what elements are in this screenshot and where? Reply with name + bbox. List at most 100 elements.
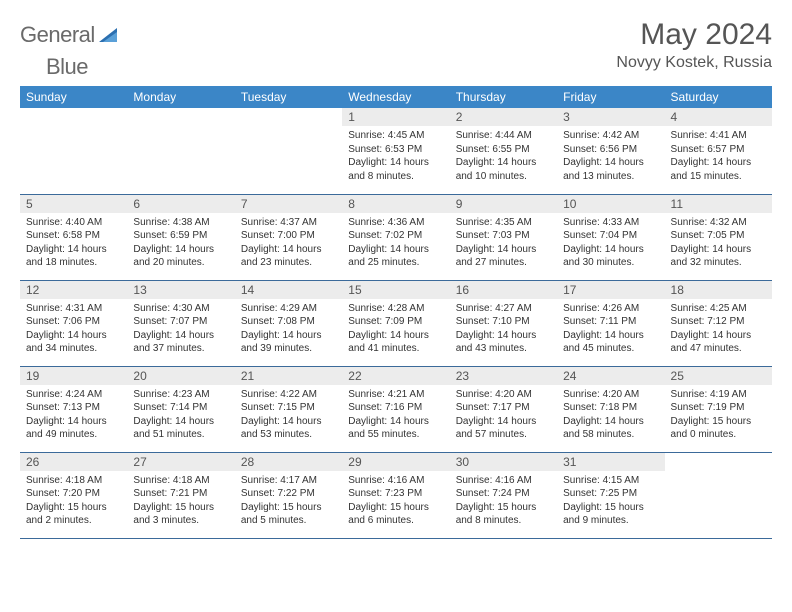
day-content: Sunrise: 4:15 AMSunset: 7:25 PMDaylight:… <box>557 471 664 532</box>
day-content: Sunrise: 4:33 AMSunset: 7:04 PMDaylight:… <box>557 213 664 274</box>
day-content: Sunrise: 4:36 AMSunset: 7:02 PMDaylight:… <box>342 213 449 274</box>
calendar-day-cell: 2Sunrise: 4:44 AMSunset: 6:55 PMDaylight… <box>450 108 557 194</box>
day-content: Sunrise: 4:44 AMSunset: 6:55 PMDaylight:… <box>450 126 557 187</box>
calendar-day-cell: 5Sunrise: 4:40 AMSunset: 6:58 PMDaylight… <box>20 194 127 280</box>
weekday-header: Friday <box>557 86 664 108</box>
calendar-day-cell: 4Sunrise: 4:41 AMSunset: 6:57 PMDaylight… <box>665 108 772 194</box>
brand-triangle-icon <box>99 24 121 47</box>
calendar-week-row: 26Sunrise: 4:18 AMSunset: 7:20 PMDayligh… <box>20 452 772 538</box>
day-number: 3 <box>557 108 664 126</box>
day-number: 29 <box>342 453 449 471</box>
day-content: Sunrise: 4:18 AMSunset: 7:21 PMDaylight:… <box>127 471 234 532</box>
day-number: 2 <box>450 108 557 126</box>
brand-logo: General <box>20 22 123 48</box>
day-number: 26 <box>20 453 127 471</box>
calendar-day-cell <box>235 108 342 194</box>
calendar-header: SundayMondayTuesdayWednesdayThursdayFrid… <box>20 86 772 108</box>
calendar-day-cell: 11Sunrise: 4:32 AMSunset: 7:05 PMDayligh… <box>665 194 772 280</box>
day-number: 7 <box>235 195 342 213</box>
day-content: Sunrise: 4:17 AMSunset: 7:22 PMDaylight:… <box>235 471 342 532</box>
calendar-day-cell: 1Sunrise: 4:45 AMSunset: 6:53 PMDaylight… <box>342 108 449 194</box>
day-number: 14 <box>235 281 342 299</box>
day-number: 6 <box>127 195 234 213</box>
day-content: Sunrise: 4:45 AMSunset: 6:53 PMDaylight:… <box>342 126 449 187</box>
calendar-day-cell: 6Sunrise: 4:38 AMSunset: 6:59 PMDaylight… <box>127 194 234 280</box>
calendar-day-cell: 28Sunrise: 4:17 AMSunset: 7:22 PMDayligh… <box>235 452 342 538</box>
calendar-day-cell: 27Sunrise: 4:18 AMSunset: 7:21 PMDayligh… <box>127 452 234 538</box>
day-content: Sunrise: 4:24 AMSunset: 7:13 PMDaylight:… <box>20 385 127 446</box>
day-content: Sunrise: 4:18 AMSunset: 7:20 PMDaylight:… <box>20 471 127 532</box>
day-number: 25 <box>665 367 772 385</box>
day-content: Sunrise: 4:31 AMSunset: 7:06 PMDaylight:… <box>20 299 127 360</box>
day-content: Sunrise: 4:16 AMSunset: 7:24 PMDaylight:… <box>450 471 557 532</box>
day-number: 16 <box>450 281 557 299</box>
calendar-day-cell: 16Sunrise: 4:27 AMSunset: 7:10 PMDayligh… <box>450 280 557 366</box>
calendar-day-cell: 13Sunrise: 4:30 AMSunset: 7:07 PMDayligh… <box>127 280 234 366</box>
day-number: 24 <box>557 367 664 385</box>
calendar-day-cell: 25Sunrise: 4:19 AMSunset: 7:19 PMDayligh… <box>665 366 772 452</box>
day-content: Sunrise: 4:27 AMSunset: 7:10 PMDaylight:… <box>450 299 557 360</box>
calendar-day-cell: 31Sunrise: 4:15 AMSunset: 7:25 PMDayligh… <box>557 452 664 538</box>
day-number: 5 <box>20 195 127 213</box>
calendar-day-cell: 8Sunrise: 4:36 AMSunset: 7:02 PMDaylight… <box>342 194 449 280</box>
weekday-header: Tuesday <box>235 86 342 108</box>
day-content: Sunrise: 4:22 AMSunset: 7:15 PMDaylight:… <box>235 385 342 446</box>
calendar-day-cell: 30Sunrise: 4:16 AMSunset: 7:24 PMDayligh… <box>450 452 557 538</box>
calendar-day-cell: 20Sunrise: 4:23 AMSunset: 7:14 PMDayligh… <box>127 366 234 452</box>
day-number: 20 <box>127 367 234 385</box>
brand-text-2: Blue <box>46 54 88 80</box>
calendar-day-cell: 3Sunrise: 4:42 AMSunset: 6:56 PMDaylight… <box>557 108 664 194</box>
day-content: Sunrise: 4:25 AMSunset: 7:12 PMDaylight:… <box>665 299 772 360</box>
day-number: 9 <box>450 195 557 213</box>
calendar-day-cell: 18Sunrise: 4:25 AMSunset: 7:12 PMDayligh… <box>665 280 772 366</box>
weekday-header: Sunday <box>20 86 127 108</box>
calendar-week-row: 1Sunrise: 4:45 AMSunset: 6:53 PMDaylight… <box>20 108 772 194</box>
day-content: Sunrise: 4:28 AMSunset: 7:09 PMDaylight:… <box>342 299 449 360</box>
day-content: Sunrise: 4:38 AMSunset: 6:59 PMDaylight:… <box>127 213 234 274</box>
location: Novyy Kostek, Russia <box>616 54 772 72</box>
calendar-day-cell <box>127 108 234 194</box>
month-title: May 2024 <box>616 18 772 52</box>
day-content: Sunrise: 4:19 AMSunset: 7:19 PMDaylight:… <box>665 385 772 446</box>
day-number: 21 <box>235 367 342 385</box>
calendar-day-cell <box>20 108 127 194</box>
weekday-header: Monday <box>127 86 234 108</box>
calendar-day-cell: 10Sunrise: 4:33 AMSunset: 7:04 PMDayligh… <box>557 194 664 280</box>
day-content: Sunrise: 4:35 AMSunset: 7:03 PMDaylight:… <box>450 213 557 274</box>
title-block: May 2024 Novyy Kostek, Russia <box>616 18 772 72</box>
day-content: Sunrise: 4:20 AMSunset: 7:17 PMDaylight:… <box>450 385 557 446</box>
calendar-day-cell: 12Sunrise: 4:31 AMSunset: 7:06 PMDayligh… <box>20 280 127 366</box>
brand-text-1: General <box>20 22 95 48</box>
day-content: Sunrise: 4:42 AMSunset: 6:56 PMDaylight:… <box>557 126 664 187</box>
day-number: 1 <box>342 108 449 126</box>
day-content: Sunrise: 4:30 AMSunset: 7:07 PMDaylight:… <box>127 299 234 360</box>
day-number: 30 <box>450 453 557 471</box>
calendar-day-cell: 17Sunrise: 4:26 AMSunset: 7:11 PMDayligh… <box>557 280 664 366</box>
calendar-day-cell: 22Sunrise: 4:21 AMSunset: 7:16 PMDayligh… <box>342 366 449 452</box>
calendar-day-cell: 29Sunrise: 4:16 AMSunset: 7:23 PMDayligh… <box>342 452 449 538</box>
day-content: Sunrise: 4:23 AMSunset: 7:14 PMDaylight:… <box>127 385 234 446</box>
calendar-body: 1Sunrise: 4:45 AMSunset: 6:53 PMDaylight… <box>20 108 772 538</box>
day-number: 28 <box>235 453 342 471</box>
day-number: 22 <box>342 367 449 385</box>
calendar-day-cell <box>665 452 772 538</box>
day-number: 13 <box>127 281 234 299</box>
calendar-week-row: 12Sunrise: 4:31 AMSunset: 7:06 PMDayligh… <box>20 280 772 366</box>
day-number: 19 <box>20 367 127 385</box>
day-content: Sunrise: 4:40 AMSunset: 6:58 PMDaylight:… <box>20 213 127 274</box>
calendar-day-cell: 19Sunrise: 4:24 AMSunset: 7:13 PMDayligh… <box>20 366 127 452</box>
day-content: Sunrise: 4:21 AMSunset: 7:16 PMDaylight:… <box>342 385 449 446</box>
calendar-day-cell: 26Sunrise: 4:18 AMSunset: 7:20 PMDayligh… <box>20 452 127 538</box>
day-number: 11 <box>665 195 772 213</box>
day-content: Sunrise: 4:41 AMSunset: 6:57 PMDaylight:… <box>665 126 772 187</box>
day-number: 10 <box>557 195 664 213</box>
calendar-week-row: 19Sunrise: 4:24 AMSunset: 7:13 PMDayligh… <box>20 366 772 452</box>
day-number: 18 <box>665 281 772 299</box>
day-number: 8 <box>342 195 449 213</box>
day-content: Sunrise: 4:32 AMSunset: 7:05 PMDaylight:… <box>665 213 772 274</box>
calendar-day-cell: 21Sunrise: 4:22 AMSunset: 7:15 PMDayligh… <box>235 366 342 452</box>
day-content: Sunrise: 4:16 AMSunset: 7:23 PMDaylight:… <box>342 471 449 532</box>
day-number: 27 <box>127 453 234 471</box>
calendar-day-cell: 14Sunrise: 4:29 AMSunset: 7:08 PMDayligh… <box>235 280 342 366</box>
day-number: 23 <box>450 367 557 385</box>
